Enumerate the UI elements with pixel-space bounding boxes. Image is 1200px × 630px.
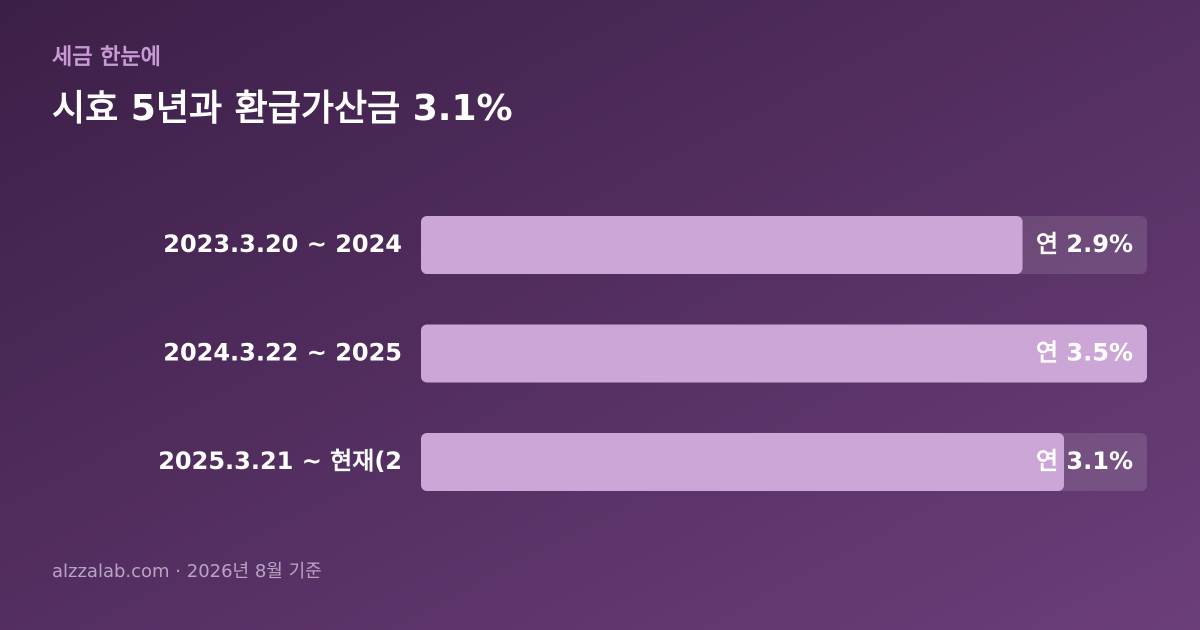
value-label: 연 3.1% bbox=[1036, 447, 1133, 475]
kicker: 세금 한눈에 bbox=[52, 45, 161, 70]
value-label: 연 3.5% bbox=[1036, 339, 1133, 367]
category-label: 2023.3.20 ~ 2024 bbox=[163, 230, 402, 258]
category-label: 2024.3.22 ~ 2025 bbox=[163, 339, 402, 367]
chart-title: 시효 5년과 환급가산금 3.1% bbox=[52, 88, 513, 129]
bar bbox=[421, 324, 1147, 383]
bar bbox=[421, 433, 1065, 491]
footer: alzzalab.com · 2026년 8월 기준 bbox=[52, 561, 322, 582]
category-label: 2025.3.21 ~ 현재(2 bbox=[158, 447, 402, 475]
bar bbox=[421, 216, 1023, 274]
value-label: 연 2.9% bbox=[1036, 230, 1133, 258]
